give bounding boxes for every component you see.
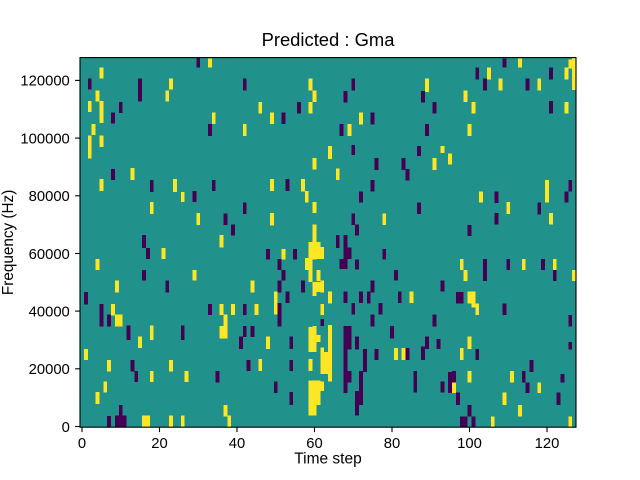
svg-text:Time step: Time step [294, 451, 361, 468]
svg-text:100: 100 [457, 436, 482, 452]
svg-text:120000: 120000 [20, 74, 69, 90]
svg-text:100000: 100000 [20, 131, 69, 147]
svg-text:120: 120 [535, 436, 560, 452]
svg-text:20: 20 [151, 436, 167, 452]
svg-text:Frequency (Hz): Frequency (Hz) [0, 190, 17, 295]
svg-text:0: 0 [78, 436, 86, 452]
svg-text:60: 60 [306, 436, 322, 452]
svg-text:Predicted : Gma: Predicted : Gma [262, 29, 396, 50]
svg-text:0: 0 [62, 420, 70, 436]
svg-text:20000: 20000 [29, 362, 70, 378]
svg-text:80: 80 [384, 436, 400, 452]
svg-text:80000: 80000 [29, 189, 70, 205]
svg-text:60000: 60000 [29, 247, 70, 263]
svg-text:40: 40 [229, 436, 245, 452]
svg-text:40000: 40000 [29, 304, 70, 320]
